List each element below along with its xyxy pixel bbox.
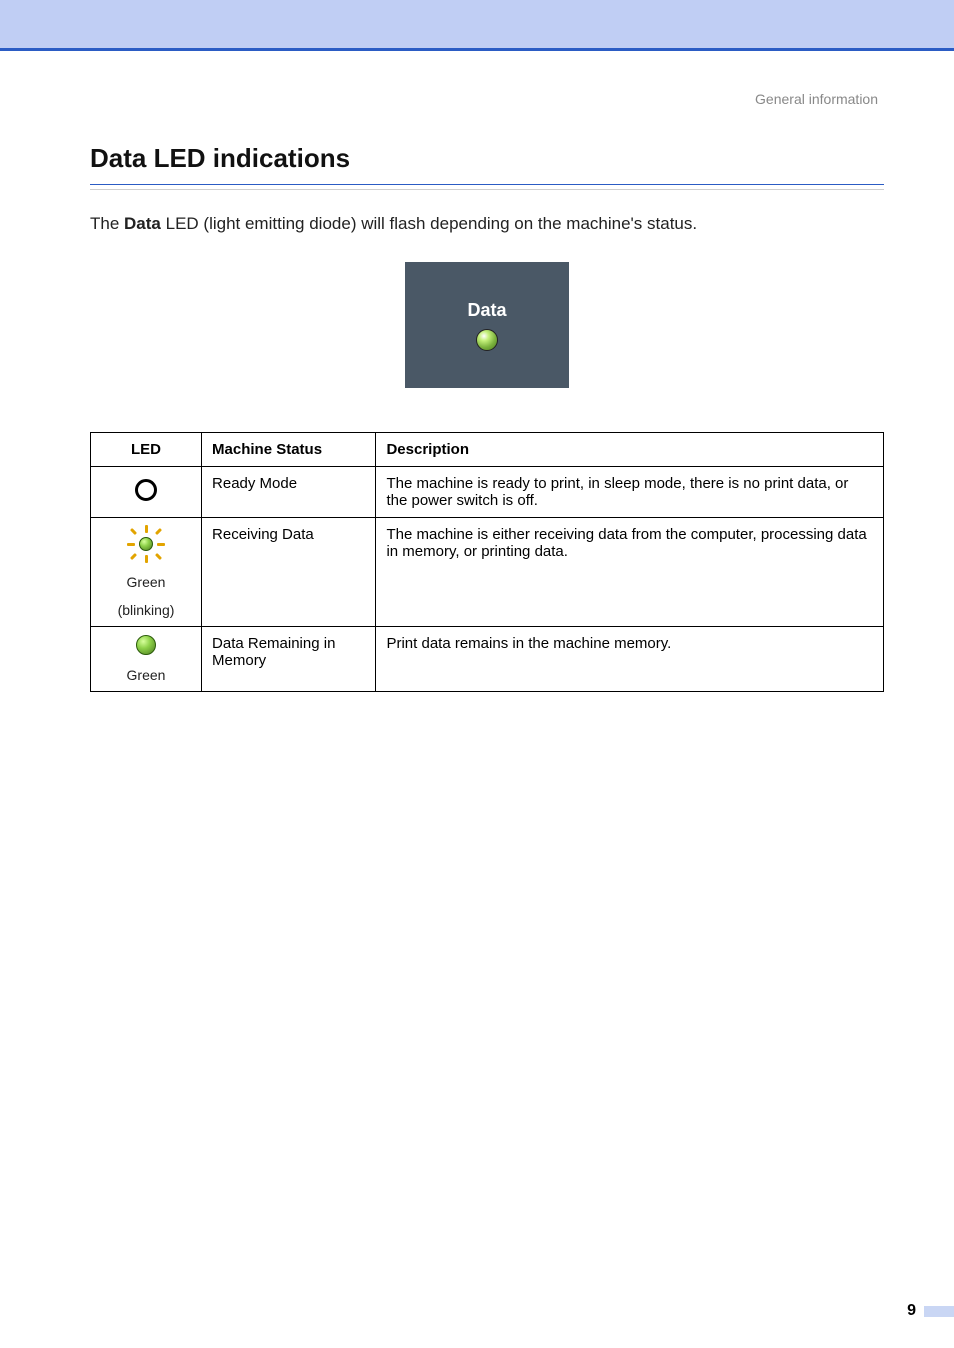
col-desc: Description (376, 433, 884, 467)
led-caption: Green (127, 574, 166, 590)
table-row: Green Data Remaining in Memory Print dat… (91, 627, 884, 692)
status-cell: Ready Mode (202, 467, 376, 518)
table-row: Ready Mode The machine is ready to print… (91, 467, 884, 518)
page-title: Data LED indications (90, 143, 884, 174)
led-off-icon (135, 479, 157, 501)
led-cell-off (91, 467, 202, 518)
status-cell: Receiving Data (202, 518, 376, 627)
led-blinking-icon (128, 526, 164, 562)
desc-cell: The machine is ready to print, in sleep … (376, 467, 884, 518)
page-number-value: 9 (907, 1302, 924, 1320)
led-cell-blinking: Green (blinking) (91, 518, 202, 627)
figure-label: Data (467, 300, 506, 321)
intro-prefix: The (90, 214, 124, 233)
led-caption: Green (127, 667, 166, 683)
intro-text: The Data LED (light emitting diode) will… (90, 214, 884, 234)
intro-bold: Data (124, 214, 161, 233)
status-cell: Data Remaining in Memory (202, 627, 376, 692)
led-cell-solid: Green (91, 627, 202, 692)
page-number: 9 (907, 1300, 954, 1322)
page-number-bar (924, 1306, 954, 1317)
table-header-row: LED Machine Status Description (91, 433, 884, 467)
data-led-icon (476, 329, 498, 351)
intro-suffix: LED (light emitting diode) will flash de… (161, 214, 697, 233)
page-body: General information 1 Data LED indicatio… (0, 51, 954, 692)
data-led-figure: Data (405, 262, 569, 388)
top-bar (0, 0, 954, 48)
col-led: LED (91, 433, 202, 467)
desc-cell: The machine is either receiving data fro… (376, 518, 884, 627)
led-sub: (blinking) (118, 602, 175, 618)
running-header: General information (90, 91, 878, 107)
title-rule-gray (90, 189, 884, 190)
led-table: LED Machine Status Description Ready Mod… (90, 432, 884, 692)
desc-cell: Print data remains in the machine memory… (376, 627, 884, 692)
table-row: Green (blinking) Receiving Data The mach… (91, 518, 884, 627)
col-status: Machine Status (202, 433, 376, 467)
led-solid-icon (136, 635, 156, 655)
title-rule-blue (90, 184, 884, 185)
